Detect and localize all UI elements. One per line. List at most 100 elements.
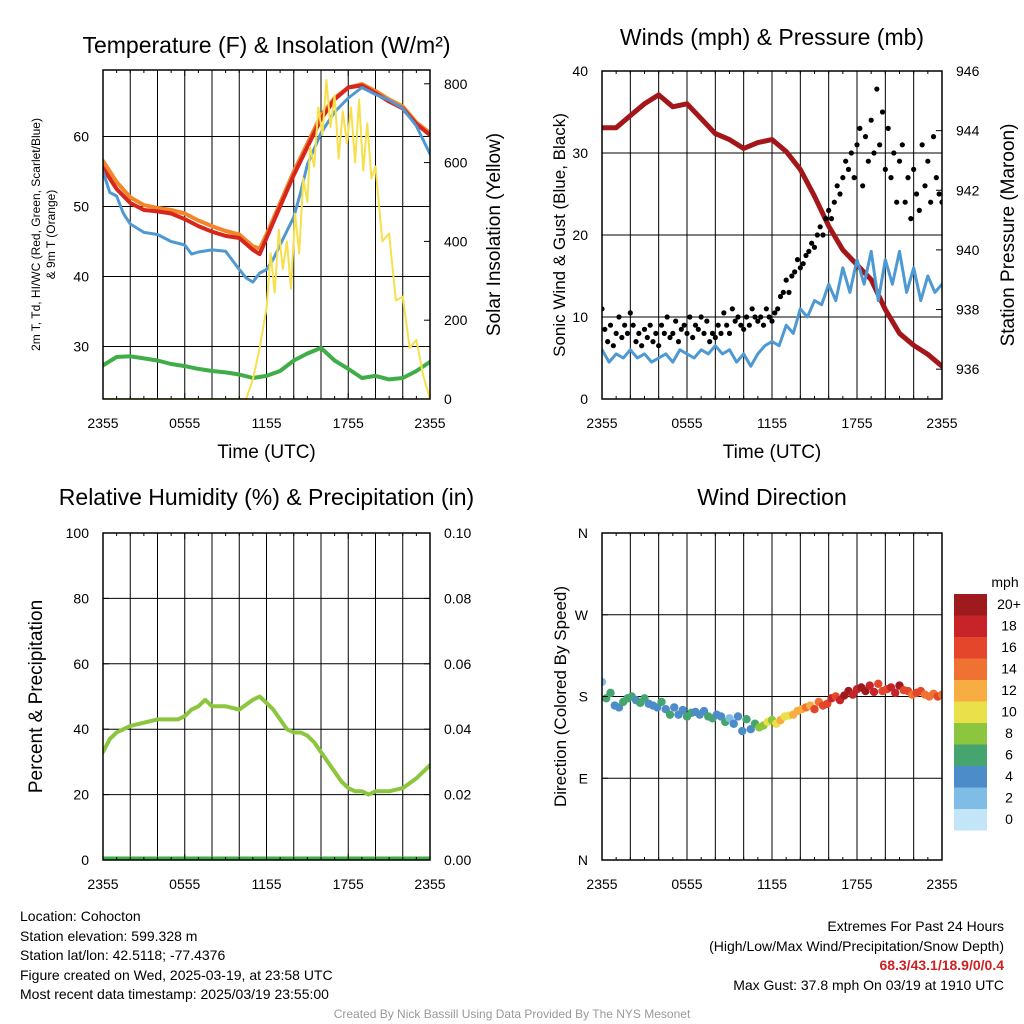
gust-point bbox=[840, 175, 846, 181]
legend-swatch bbox=[954, 615, 987, 637]
x-tick-label: 2355 bbox=[87, 415, 118, 431]
gust-point bbox=[894, 199, 900, 205]
series-line-blue bbox=[602, 249, 942, 368]
gust-point bbox=[607, 322, 614, 328]
y-tick-label: 40 bbox=[572, 63, 588, 79]
gust-point bbox=[814, 232, 820, 238]
gust-point bbox=[619, 334, 625, 341]
gust-point bbox=[780, 289, 786, 295]
gust-point bbox=[823, 216, 829, 222]
y-tick-label: N bbox=[578, 852, 588, 868]
winds-pressure-panel: Winds (mph) & Pressure (mb) 2355 0555 1155 1… bbox=[550, 24, 1019, 463]
y2-tick-label: 940 bbox=[956, 242, 980, 258]
y-tick-label: 30 bbox=[572, 145, 588, 161]
legend-label: 14 bbox=[1001, 661, 1017, 677]
y-tick-label: 10 bbox=[572, 309, 588, 325]
y2-axis-label: Solar Insolation (Yellow) bbox=[484, 133, 505, 336]
extremes-subtitle: (High/Low/Max Wind/Precipitation/Snow De… bbox=[709, 937, 1004, 954]
gust-point bbox=[800, 261, 806, 267]
direction-point bbox=[937, 690, 942, 699]
gust-point bbox=[817, 224, 823, 230]
y2-tick-label: 0.00 bbox=[444, 852, 471, 868]
gust-point bbox=[605, 339, 611, 345]
gust-point bbox=[928, 199, 934, 205]
legend-swatch bbox=[954, 744, 987, 766]
gust-point bbox=[879, 109, 886, 115]
x-tick-label: 0555 bbox=[169, 415, 200, 431]
direction-point bbox=[742, 715, 751, 724]
gust-point bbox=[610, 343, 616, 349]
gust-point bbox=[758, 314, 764, 320]
gust-point bbox=[664, 314, 670, 320]
gust-point bbox=[933, 175, 939, 181]
legend-label: 10 bbox=[1001, 704, 1017, 720]
y-tick-label: N bbox=[578, 525, 588, 541]
gust-point bbox=[616, 314, 622, 320]
gust-point bbox=[874, 86, 880, 92]
legend-swatch bbox=[954, 723, 987, 745]
direction-point bbox=[602, 677, 607, 687]
y-tick-label: 40 bbox=[73, 269, 89, 285]
gust-point bbox=[695, 326, 701, 332]
gust-point bbox=[718, 330, 724, 336]
direction-point bbox=[891, 688, 900, 698]
gust-point bbox=[709, 330, 716, 336]
x-tick-label: 2355 bbox=[414, 876, 445, 892]
direction-point bbox=[869, 687, 879, 697]
y-tick-label: 20 bbox=[73, 787, 89, 803]
gust-point bbox=[701, 330, 707, 336]
y-tick-label: 0 bbox=[81, 852, 89, 868]
direction-point bbox=[665, 710, 675, 719]
gust-point bbox=[811, 244, 818, 250]
direction-point bbox=[733, 712, 743, 721]
y2-tick-label: 0 bbox=[444, 391, 452, 407]
y-tick-label: S bbox=[579, 689, 588, 705]
extremes-values: 68.3/43.1/18.9/0/0.4 bbox=[879, 957, 1004, 974]
gust-point bbox=[905, 175, 911, 181]
x-tick-label: 0555 bbox=[671, 876, 702, 892]
gridlines bbox=[602, 533, 942, 860]
x-axis-label: Time (UTC) bbox=[723, 442, 822, 463]
x-tick-label: 1155 bbox=[757, 415, 787, 431]
direction-point bbox=[670, 703, 679, 712]
legend-swatch bbox=[954, 701, 987, 723]
chart-title: Winds (mph) & Pressure (mb) bbox=[620, 24, 924, 50]
gust-point bbox=[913, 191, 920, 197]
gust-point bbox=[831, 199, 837, 205]
gust-point bbox=[735, 314, 741, 320]
gust-point bbox=[865, 158, 871, 164]
gust-point bbox=[837, 191, 843, 197]
x-tick-label: 2355 bbox=[414, 415, 445, 431]
gust-point bbox=[721, 310, 727, 316]
x-ticks bbox=[102, 70, 431, 399]
legend-swatch bbox=[954, 680, 987, 702]
gust-point bbox=[925, 158, 931, 164]
gust-point bbox=[896, 158, 903, 164]
gust-point bbox=[775, 306, 781, 312]
gust-point bbox=[809, 240, 815, 246]
gust-point bbox=[636, 330, 642, 336]
legend-label: 8 bbox=[1005, 725, 1013, 741]
legend-label: 20+ bbox=[997, 596, 1021, 612]
gust-point bbox=[766, 314, 772, 320]
gust-point bbox=[888, 175, 894, 181]
gust-point bbox=[936, 191, 942, 197]
x-tick-label: 2355 bbox=[926, 876, 957, 892]
gust-point bbox=[741, 326, 747, 332]
direction-point bbox=[606, 688, 615, 698]
gust-point bbox=[692, 322, 699, 328]
gust-point bbox=[690, 334, 696, 341]
gust-point bbox=[763, 306, 769, 312]
gust-point bbox=[911, 166, 917, 172]
series-line-yellow bbox=[103, 78, 430, 399]
y-axis-label: Percent & Precipitation bbox=[26, 600, 47, 793]
series-group bbox=[103, 78, 430, 399]
elevation-text: Station elevation: 599.328 m bbox=[20, 927, 198, 944]
gust-point bbox=[916, 207, 922, 213]
gust-point bbox=[919, 142, 925, 148]
y-tick-label: 30 bbox=[73, 339, 89, 355]
gust-point bbox=[794, 257, 801, 263]
y2-tick-label: 600 bbox=[444, 155, 468, 171]
legend-swatch bbox=[954, 658, 987, 680]
gust-point bbox=[845, 166, 852, 172]
